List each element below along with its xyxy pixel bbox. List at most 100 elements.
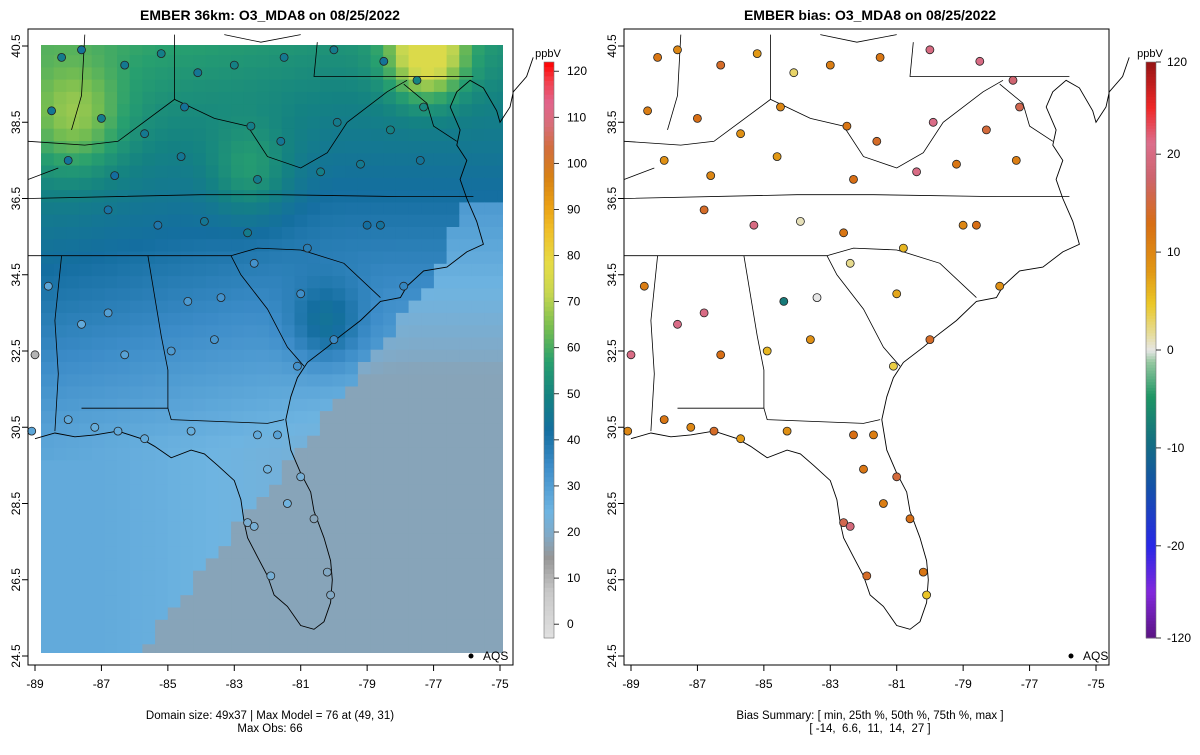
model-grid-cell: [129, 606, 143, 620]
model-grid-cell: [167, 287, 182, 301]
model-grid-cell: [497, 643, 503, 653]
model-grid-cell: [243, 91, 258, 105]
model-grid-cell: [383, 103, 397, 117]
model-grid-cell: [243, 570, 258, 583]
model-grid-cell: [383, 484, 397, 497]
model-grid-cell: [307, 594, 321, 608]
model-grid-cell: [484, 336, 498, 350]
model-grid-cell: [129, 349, 143, 362]
model-grid-cell: [41, 287, 42, 301]
model-grid-cell: [345, 45, 359, 56]
model-grid-cell: [294, 152, 308, 166]
model-grid-cell: [408, 164, 422, 178]
model-grid-cell: [433, 312, 448, 326]
model-grid-cell: [294, 164, 308, 178]
model-grid-cell: [243, 643, 258, 653]
model-grid-cell: [79, 238, 93, 252]
model-grid-cell: [484, 300, 498, 313]
model-grid-cell: [319, 177, 334, 191]
model-grid-cell: [421, 422, 435, 436]
model-grid-cell: [307, 54, 321, 68]
model-grid-cell: [471, 312, 486, 326]
model-grid-cell: [231, 557, 245, 571]
model-grid-cell: [205, 582, 220, 596]
model-grid-cell: [395, 570, 410, 583]
model-grid-cell: [459, 214, 473, 227]
model-grid-cell: [307, 201, 321, 215]
model-colorbar-band: [544, 614, 554, 621]
model-grid-cell: [256, 324, 270, 338]
bias-site-marker: [659, 155, 669, 165]
model-grid-cell: [41, 152, 42, 166]
model-grid-cell: [383, 152, 397, 166]
bias-map-outlines: [624, 34, 1130, 630]
bias-colorbar-band: [1146, 329, 1156, 334]
bias-colorbar-band: [1146, 439, 1156, 443]
model-grid-cell: [117, 594, 131, 608]
model-grid-cell: [459, 398, 473, 412]
model-grid-cell: [243, 128, 258, 141]
model-grid-cell: [497, 582, 503, 596]
model-grid-cell: [345, 619, 359, 633]
model-grid-cell: [484, 484, 498, 497]
model-colorbar-band: [544, 154, 554, 160]
model-grid-cell: [205, 447, 220, 461]
observation-site-marker: [292, 361, 302, 371]
model-grid-cell: [66, 435, 80, 448]
model-grid-cell: [91, 214, 105, 227]
model-grid-cell: [129, 275, 143, 289]
model-grid-cell: [167, 177, 182, 191]
model-grid-cell: [218, 152, 232, 166]
state-boundary: [667, 34, 682, 131]
model-grid-cell: [332, 398, 346, 412]
model-grid-cell: [256, 214, 270, 227]
observation-site-marker: [243, 518, 253, 527]
bias-colorbar-band: [1146, 410, 1156, 414]
model-grid-cell: [484, 594, 498, 608]
model-colorbar-unit: ppbV: [535, 48, 561, 60]
model-grid-cell: [129, 545, 143, 559]
model-colorbar-band: [544, 421, 554, 427]
model-grid-cell: [294, 300, 308, 313]
model-grid-cell: [459, 484, 473, 497]
bias-colorbar-band: [1146, 338, 1156, 342]
model-grid-cell: [129, 557, 143, 571]
observation-site-marker: [63, 155, 73, 165]
model-grid-cell: [408, 214, 422, 227]
model-grid-cell: [357, 496, 372, 510]
model-grid-cell: [294, 447, 308, 461]
model-grid-cell: [218, 385, 232, 399]
model-panel-title: EMBER 36km: O3_MDA8 on 08/25/2022: [140, 7, 400, 23]
model-grid-cell: [421, 533, 435, 547]
model-grid-cell: [218, 324, 232, 338]
model-grid-cell: [459, 570, 473, 583]
model-grid-cell: [484, 91, 498, 105]
model-grid-cell: [41, 508, 42, 522]
model-grid-cell: [471, 631, 486, 645]
model-grid-cell: [497, 177, 503, 191]
model-grid-cell: [345, 422, 359, 436]
model-grid-cell: [155, 545, 169, 559]
model-grid-cell: [205, 45, 220, 56]
model-grid-cell: [66, 533, 80, 547]
model-grid-cell: [193, 619, 207, 633]
observation-site-marker: [209, 335, 219, 345]
bias-colorbar-band: [1146, 436, 1156, 440]
model-grid-cell: [269, 508, 283, 522]
model-grid-cell: [484, 201, 498, 215]
bias-colorbar-band: [1146, 378, 1156, 383]
model-colorbar-band: [544, 398, 554, 404]
model-grid-cell: [408, 115, 422, 129]
model-grid-cell: [193, 533, 207, 547]
model-grid-cell: [497, 606, 503, 620]
bias-colorbar-band: [1146, 609, 1156, 613]
model-grid-cell: [446, 373, 460, 387]
model-colorbar-tick-label: 40: [567, 433, 581, 447]
model-grid-cell: [66, 336, 80, 350]
bias-colorbar-band: [1146, 249, 1156, 253]
model-grid-cell: [155, 557, 169, 571]
model-grid-cell: [484, 545, 498, 559]
model-grid-cell: [370, 447, 384, 461]
x-tick-label: -85: [159, 677, 177, 691]
model-grid-cell: [256, 164, 270, 178]
